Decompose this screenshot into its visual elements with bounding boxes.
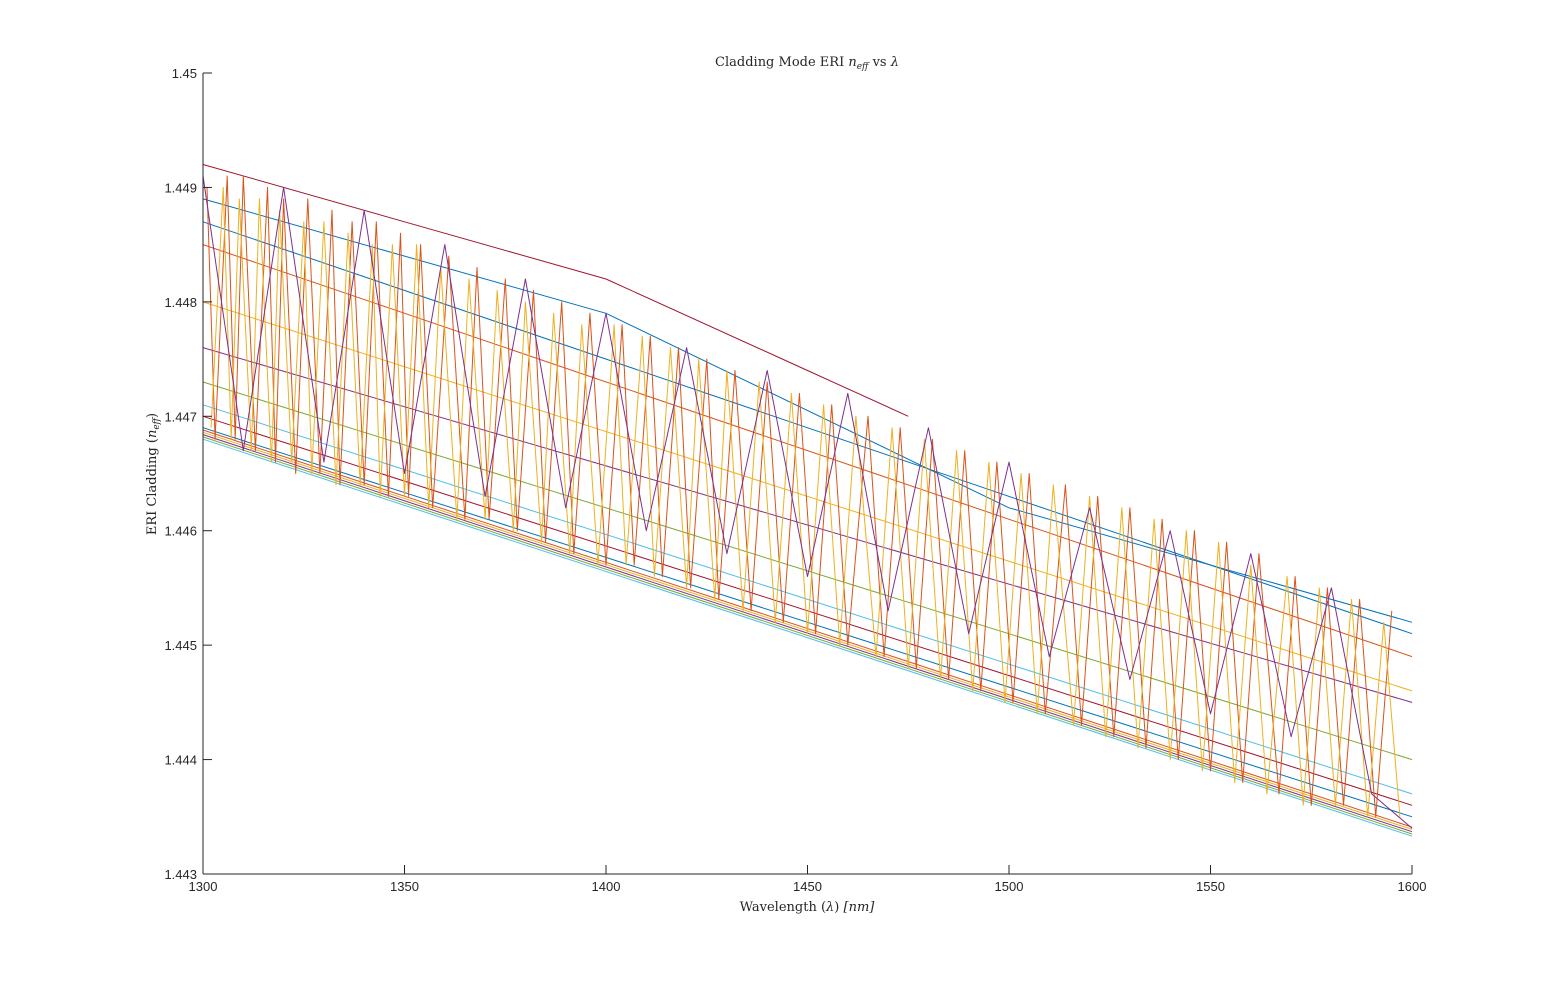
series-line-2 (202, 244, 1413, 658)
series-line-7 (202, 415, 1413, 806)
y-tick-label: 1.45 (172, 66, 197, 81)
y-tick-label: 1.449 (164, 180, 197, 195)
series-line-4 (202, 347, 1413, 703)
series-line-17 (210, 186, 1401, 818)
y-tick-label: 1.445 (164, 638, 197, 653)
x-ticks: 1300 1350 1400 1450 1500 1550 1600 (189, 865, 1427, 894)
x-tick-label: 1550 (1196, 879, 1225, 894)
y-ticks: 1.443 1.444 1.445 1.446 1.447 1.448 1.449 1.45 (164, 66, 212, 882)
series-line-5 (202, 381, 1413, 761)
series-line-15 (202, 198, 1413, 623)
y-tick-label: 1.447 (164, 409, 197, 424)
x-tick-label: 1300 (189, 879, 218, 894)
x-tick-label: 1500 (995, 879, 1024, 894)
chart-title: Cladding Mode ERI neff vs λ (715, 55, 899, 72)
y-tick-label: 1.446 (164, 524, 197, 539)
x-tick-label: 1350 (390, 879, 419, 894)
y-axis-label: ERI Cladding (neff) (145, 413, 162, 535)
plot-area (203, 73, 1412, 874)
y-tick-label: 1.444 (164, 753, 197, 768)
y-tick-label: 1.448 (164, 295, 197, 310)
x-tick-label: 1450 (793, 879, 822, 894)
series-layer (202, 164, 1413, 837)
x-axis-label: Wavelength (λ) [nm] (740, 900, 876, 915)
series-line-18 (202, 175, 1413, 829)
x-tick-label: 1600 (1398, 879, 1427, 894)
y-tick-label: 1.443 (164, 867, 197, 882)
x-tick-label: 1400 (592, 879, 621, 894)
series-line-14 (202, 164, 909, 417)
series-line-6 (202, 404, 1413, 795)
